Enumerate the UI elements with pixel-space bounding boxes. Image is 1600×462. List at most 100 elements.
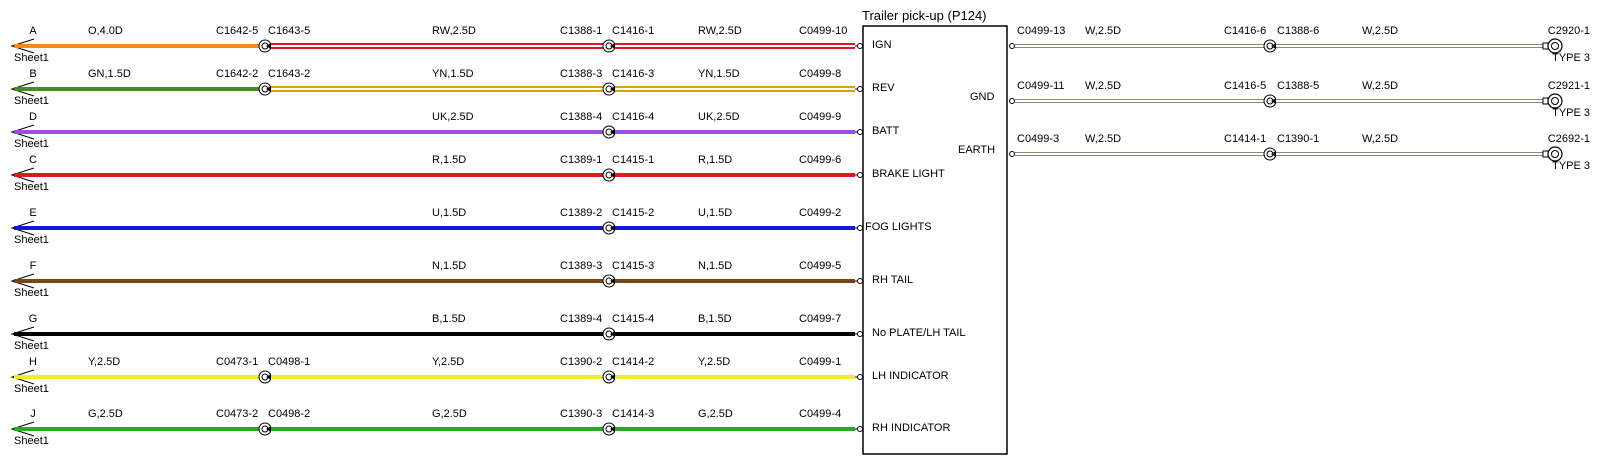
module-terminal (855, 172, 863, 178)
end-connector: C0499-4 (799, 408, 841, 420)
end-eyelet-hole (1551, 150, 1559, 158)
module-terminal (855, 86, 863, 92)
sheet-ref: Sheet1 (14, 52, 49, 64)
module-pin-left: RH INDICATOR (872, 422, 950, 434)
inline-connector-2 (602, 422, 616, 436)
module-terminal-dot (857, 86, 863, 92)
inline-connector-2-arrow (610, 278, 615, 284)
module-terminal-dot (857, 331, 863, 337)
start-connector: C0499-13 (1017, 25, 1065, 37)
end-eyelet-body (1542, 150, 1549, 158)
module-terminal-dot (857, 172, 863, 178)
wire-seg1-label: O,4.0D (88, 25, 123, 37)
connector-left: C1416-5 (1224, 80, 1266, 92)
right-circuits: C0499-13 W,2.5D C1416-6 C1388-6 W,2.5D C2920-… (1009, 25, 1590, 172)
inline-connector-2-arrow (610, 43, 615, 49)
inline-connector-2 (602, 274, 616, 288)
connector-right-2: C1416-4 (612, 111, 654, 123)
sheet-arrow-icon (10, 38, 35, 54)
sheet-ref: Sheet1 (14, 340, 49, 352)
sheet-ref: Sheet1 (14, 287, 49, 299)
wire-seg2-label: W,2.5D (1362, 133, 1398, 145)
sheet-arrow-icon (10, 167, 35, 183)
wire-seg2-label: N,1.5D (432, 260, 466, 272)
inline-connector-2-arrow (610, 129, 615, 135)
circuit-letter: F (30, 260, 37, 272)
start-connector: C0499-11 (1017, 80, 1065, 92)
inline-connector-1-arrow (266, 86, 271, 92)
end-connector: C2921-1 (1548, 80, 1590, 92)
inline-connector (1263, 94, 1277, 108)
inline-connector-1-arrow (266, 374, 271, 380)
left-circuits: A Sheet1 O,4.0D C1642-5 C1643-5 RW,2.5D C1388-… (10, 25, 863, 447)
module-terminal (855, 225, 863, 231)
inline-connector-2-arrow (610, 172, 615, 178)
sheet-ref: Sheet1 (14, 435, 49, 447)
end-connector: C2692-1 (1548, 133, 1590, 145)
left-circuit-h: H Sheet1 Y,2.5D C0473-1 C0498-1 Y,2.5D C1390-2… (10, 356, 863, 395)
end-connector: C0499-7 (799, 313, 841, 325)
end-connector: C0499-8 (799, 68, 841, 80)
connector-right-2: C1415-1 (612, 154, 654, 166)
connector-right-2: C1415-3 (612, 260, 654, 272)
left-circuit-f: F Sheet1 N,1.5D C1389-3 C1415-3 N,1.5D C0499-5 (10, 260, 863, 299)
circuit-letter: J (30, 408, 36, 420)
connector-right: C1388-5 (1277, 80, 1319, 92)
sheet-arrow-icon (10, 326, 35, 342)
inline-connector-2 (602, 82, 616, 96)
inline-connector-2-arrow (610, 331, 615, 337)
module-pin-left: No PLATE/LH TAIL (872, 327, 966, 339)
circuit-letter: H (29, 356, 37, 368)
module-terminal (855, 129, 863, 135)
wire-seg3-label: R,1.5D (698, 154, 732, 166)
wire-seg3-label: G,2.5D (698, 408, 733, 420)
wire-seg1-label: G,2.5D (88, 408, 123, 420)
wire-seg3-label: Y,2.5D (698, 356, 730, 368)
wire-seg2-label: Y,2.5D (432, 356, 464, 368)
left-circuit-b: B Sheet1 GN,1.5D C1642-2 C1643-2 YN,1.5D C1388… (10, 68, 863, 107)
module-terminal-dot (857, 225, 863, 231)
left-circuit-d: D Sheet1 UK,2.5D C1388-4 C1416-4 UK,2.5D C0499… (10, 111, 863, 150)
end-eyelet-hole (1551, 97, 1559, 105)
module-pins: IGN REV BATT BRAKE LIGHT FOG LIGHTS RH TAIL No… (865, 39, 995, 434)
inline-connector-2 (602, 327, 616, 341)
wire-seg3-label: B,1.5D (698, 313, 732, 325)
start-terminal (1009, 98, 1015, 104)
end-connector: C0499-10 (799, 25, 847, 37)
module-pin-left: RH TAIL (872, 274, 913, 286)
inline-connector-arrow (1271, 98, 1276, 104)
inline-connector (1263, 147, 1277, 161)
connector-right-1: C1643-5 (268, 25, 310, 37)
circuit-letter: E (29, 207, 36, 219)
wire-seg1-label: W,2.5D (1085, 133, 1121, 145)
connector-right-2: C1415-4 (612, 313, 654, 325)
connector-right-2: C1415-2 (612, 207, 654, 219)
connector-left-2: C1388-4 (560, 111, 602, 123)
connector-left-2: C1388-1 (560, 25, 602, 37)
module-pin-left: BRAKE LIGHT (872, 168, 945, 180)
sheet-ref: Sheet1 (14, 95, 49, 107)
wire-seg1-label: W,2.5D (1085, 25, 1121, 37)
sheet-ref: Sheet1 (14, 383, 49, 395)
inline-connector-arrow (1271, 151, 1276, 157)
module-pin-left: BATT (872, 125, 900, 137)
wire-seg1-label: GN,1.5D (88, 68, 131, 80)
end-connector: C0499-1 (799, 356, 841, 368)
connector-left: C1416-6 (1224, 25, 1266, 37)
end-type: TYPE 3 (1552, 160, 1590, 172)
module-terminal (855, 331, 863, 337)
left-circuit-j: J Sheet1 G,2.5D C0473-2 C0498-2 G,2.5D C1390-3… (10, 408, 863, 447)
connector-left-2: C1390-3 (560, 408, 602, 420)
circuit-letter: G (29, 313, 38, 325)
module-terminal (855, 43, 863, 49)
inline-connector-2 (602, 168, 616, 182)
wire-seg2-label: W,2.5D (1362, 80, 1398, 92)
module-terminal-dot (857, 426, 863, 432)
wire-seg3-label: UK,2.5D (698, 111, 740, 123)
sheet-ref: Sheet1 (14, 138, 49, 150)
inline-connector-2 (602, 39, 616, 53)
right-circuit-3: C0499-3 W,2.5D C1414-1 C1390-1 W,2.5D C2692-1… (1009, 133, 1590, 172)
end-connector: C0499-2 (799, 207, 841, 219)
circuit-letter: A (29, 25, 37, 37)
end-connector: C0499-6 (799, 154, 841, 166)
